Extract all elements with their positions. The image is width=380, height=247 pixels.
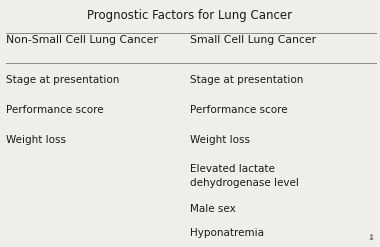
Text: Performance score: Performance score — [6, 105, 103, 115]
Text: Non-Small Cell Lung Cancer: Non-Small Cell Lung Cancer — [6, 35, 158, 44]
Text: Weight loss: Weight loss — [6, 135, 66, 144]
Text: Prognostic Factors for Lung Cancer: Prognostic Factors for Lung Cancer — [87, 9, 293, 22]
Text: Weight loss: Weight loss — [190, 135, 250, 144]
Text: Male sex: Male sex — [190, 204, 236, 214]
Text: Small Cell Lung Cancer: Small Cell Lung Cancer — [190, 35, 316, 44]
Text: Performance score: Performance score — [190, 105, 288, 115]
Text: Elevated lactate
dehydrogenase level: Elevated lactate dehydrogenase level — [190, 164, 299, 188]
Text: Stage at presentation: Stage at presentation — [6, 75, 119, 85]
Text: Stage at presentation: Stage at presentation — [190, 75, 303, 85]
Text: ↨: ↨ — [367, 233, 374, 242]
Text: Hyponatremia: Hyponatremia — [190, 228, 264, 238]
